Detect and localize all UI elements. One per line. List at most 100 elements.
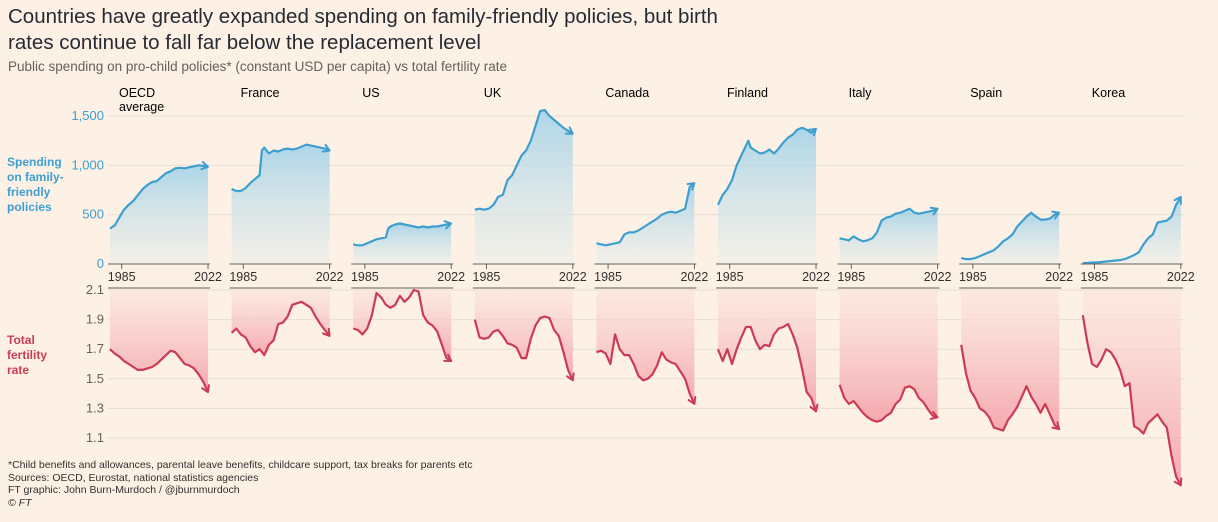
fertility-arrow	[929, 410, 939, 420]
spending-arrow	[1173, 195, 1182, 205]
panel-title: Finland	[727, 86, 768, 100]
x-tick-label: 1985	[716, 270, 744, 284]
fertility-arrow	[566, 372, 575, 382]
x-tick-label: 2022	[559, 270, 587, 284]
fertility-tick-label: 1.3	[86, 400, 104, 415]
spending-line	[960, 211, 1060, 261]
fertility-line	[716, 322, 818, 412]
x-tick-label: 1985	[229, 270, 257, 284]
footnote: *Child benefits and allowances, parental…	[8, 459, 473, 471]
fertility-line	[960, 344, 1060, 432]
spending-area	[1082, 196, 1181, 264]
spending-arrow	[443, 220, 453, 230]
fertility-area	[1082, 290, 1181, 486]
spending-area	[474, 110, 573, 264]
spending-axis-title: on family-	[7, 170, 64, 184]
x-tick-label: 2022	[1167, 270, 1195, 284]
spending-line	[596, 182, 696, 247]
panel-title: average	[119, 100, 164, 114]
spending-line	[1082, 196, 1182, 265]
spending-line	[474, 109, 574, 211]
x-tick-label: 1985	[473, 270, 501, 284]
fertility-arrow	[687, 396, 697, 405]
spending-line	[109, 164, 209, 230]
panel-italy: Italy 1985 2022	[837, 86, 952, 423]
fertility-area	[474, 290, 573, 381]
copyright-mark: © FT	[8, 496, 32, 509]
panel-france: France 1985 2022	[229, 86, 344, 357]
fertility-arrow	[443, 353, 453, 363]
x-tick-label: 2022	[924, 270, 952, 284]
spending-area	[718, 127, 816, 264]
fertility-tick-label: 1.9	[86, 312, 104, 327]
spending-axis-title: friendly	[7, 185, 51, 199]
panel-title: France	[241, 86, 280, 100]
spending-tick-label: 500	[82, 207, 104, 222]
x-tick-label: 1985	[594, 270, 622, 284]
fertility-area	[110, 290, 208, 393]
x-tick-label: 2022	[316, 270, 344, 284]
x-tick-label: 1985	[1081, 270, 1109, 284]
spending-axis-title: Spending	[7, 155, 62, 169]
fertility-arrow	[1173, 477, 1183, 487]
x-tick-label: 1985	[959, 270, 987, 284]
panel-us: US 1985 2022	[351, 86, 465, 362]
spending-area	[110, 165, 208, 264]
panel-title: Italy	[849, 86, 873, 100]
fertility-arrow	[1051, 421, 1061, 431]
fertility-line	[838, 384, 938, 423]
panel-korea: Korea 1985 2022	[1081, 86, 1195, 486]
fertility-area	[596, 290, 695, 404]
fertility-line	[1081, 315, 1182, 486]
x-tick-label: 2022	[680, 270, 708, 284]
spending-area	[839, 208, 938, 264]
spending-line	[231, 143, 331, 193]
x-tick-label: 1985	[837, 270, 865, 284]
footer: *Child benefits and allowances, parental…	[8, 459, 473, 509]
x-tick-label: 2022	[437, 270, 465, 284]
x-tick-label: 2022	[194, 270, 222, 284]
spending-area	[596, 183, 695, 264]
panel-uk: UK 1985 2022	[473, 86, 587, 381]
fertility-arrow	[809, 403, 819, 413]
fertility-line	[352, 288, 452, 362]
spending-line	[717, 126, 817, 206]
spending-tick-label: 1,500	[71, 108, 104, 123]
fertility-tick-label: 1.5	[86, 371, 104, 386]
panel-title: Korea	[1092, 86, 1125, 100]
spending-tick-label: 0	[97, 256, 104, 271]
fertility-axis-title: rate	[7, 363, 29, 377]
fertility-area	[353, 290, 452, 361]
panel-title: Spain	[970, 86, 1002, 100]
spending-area	[961, 212, 1060, 264]
fertility-tick-label: 1.1	[86, 430, 104, 445]
spending-arrow	[564, 126, 574, 135]
panel-title: Canada	[605, 86, 649, 100]
spending-axis-title: policies	[7, 200, 52, 214]
panel-title: US	[362, 86, 379, 100]
fertility-line	[473, 315, 574, 381]
fertility-arrow	[201, 384, 210, 394]
fertility-line	[596, 333, 696, 405]
spending-area	[231, 144, 330, 264]
panel-canada: Canada 1985 2022	[594, 86, 708, 405]
spending-arrow	[1051, 210, 1061, 220]
sources-note: Sources: OECD, Eurostat, national statis…	[8, 471, 259, 484]
fertility-area	[839, 290, 938, 422]
fertility-tick-label: 1.7	[86, 341, 104, 356]
panel-title: OECD	[119, 86, 155, 100]
chart-subtitle: Public spending on pro-child policies* (…	[8, 59, 507, 74]
spending-line	[352, 222, 452, 247]
spending-arrow	[929, 206, 939, 216]
x-tick-label: 1985	[351, 270, 379, 284]
graphic-credit: FT graphic: John Burn-Murdoch / @jburnmu…	[8, 484, 240, 496]
panel-spain: Spain 1985 2022	[959, 86, 1073, 432]
spending-arrow	[200, 160, 209, 171]
fertility-area	[961, 290, 1060, 431]
spending-area	[353, 223, 452, 264]
spending-arrow	[808, 127, 817, 137]
chart-title: Countries have greatly expanded spending…	[8, 5, 718, 54]
fertility-line	[109, 348, 210, 393]
